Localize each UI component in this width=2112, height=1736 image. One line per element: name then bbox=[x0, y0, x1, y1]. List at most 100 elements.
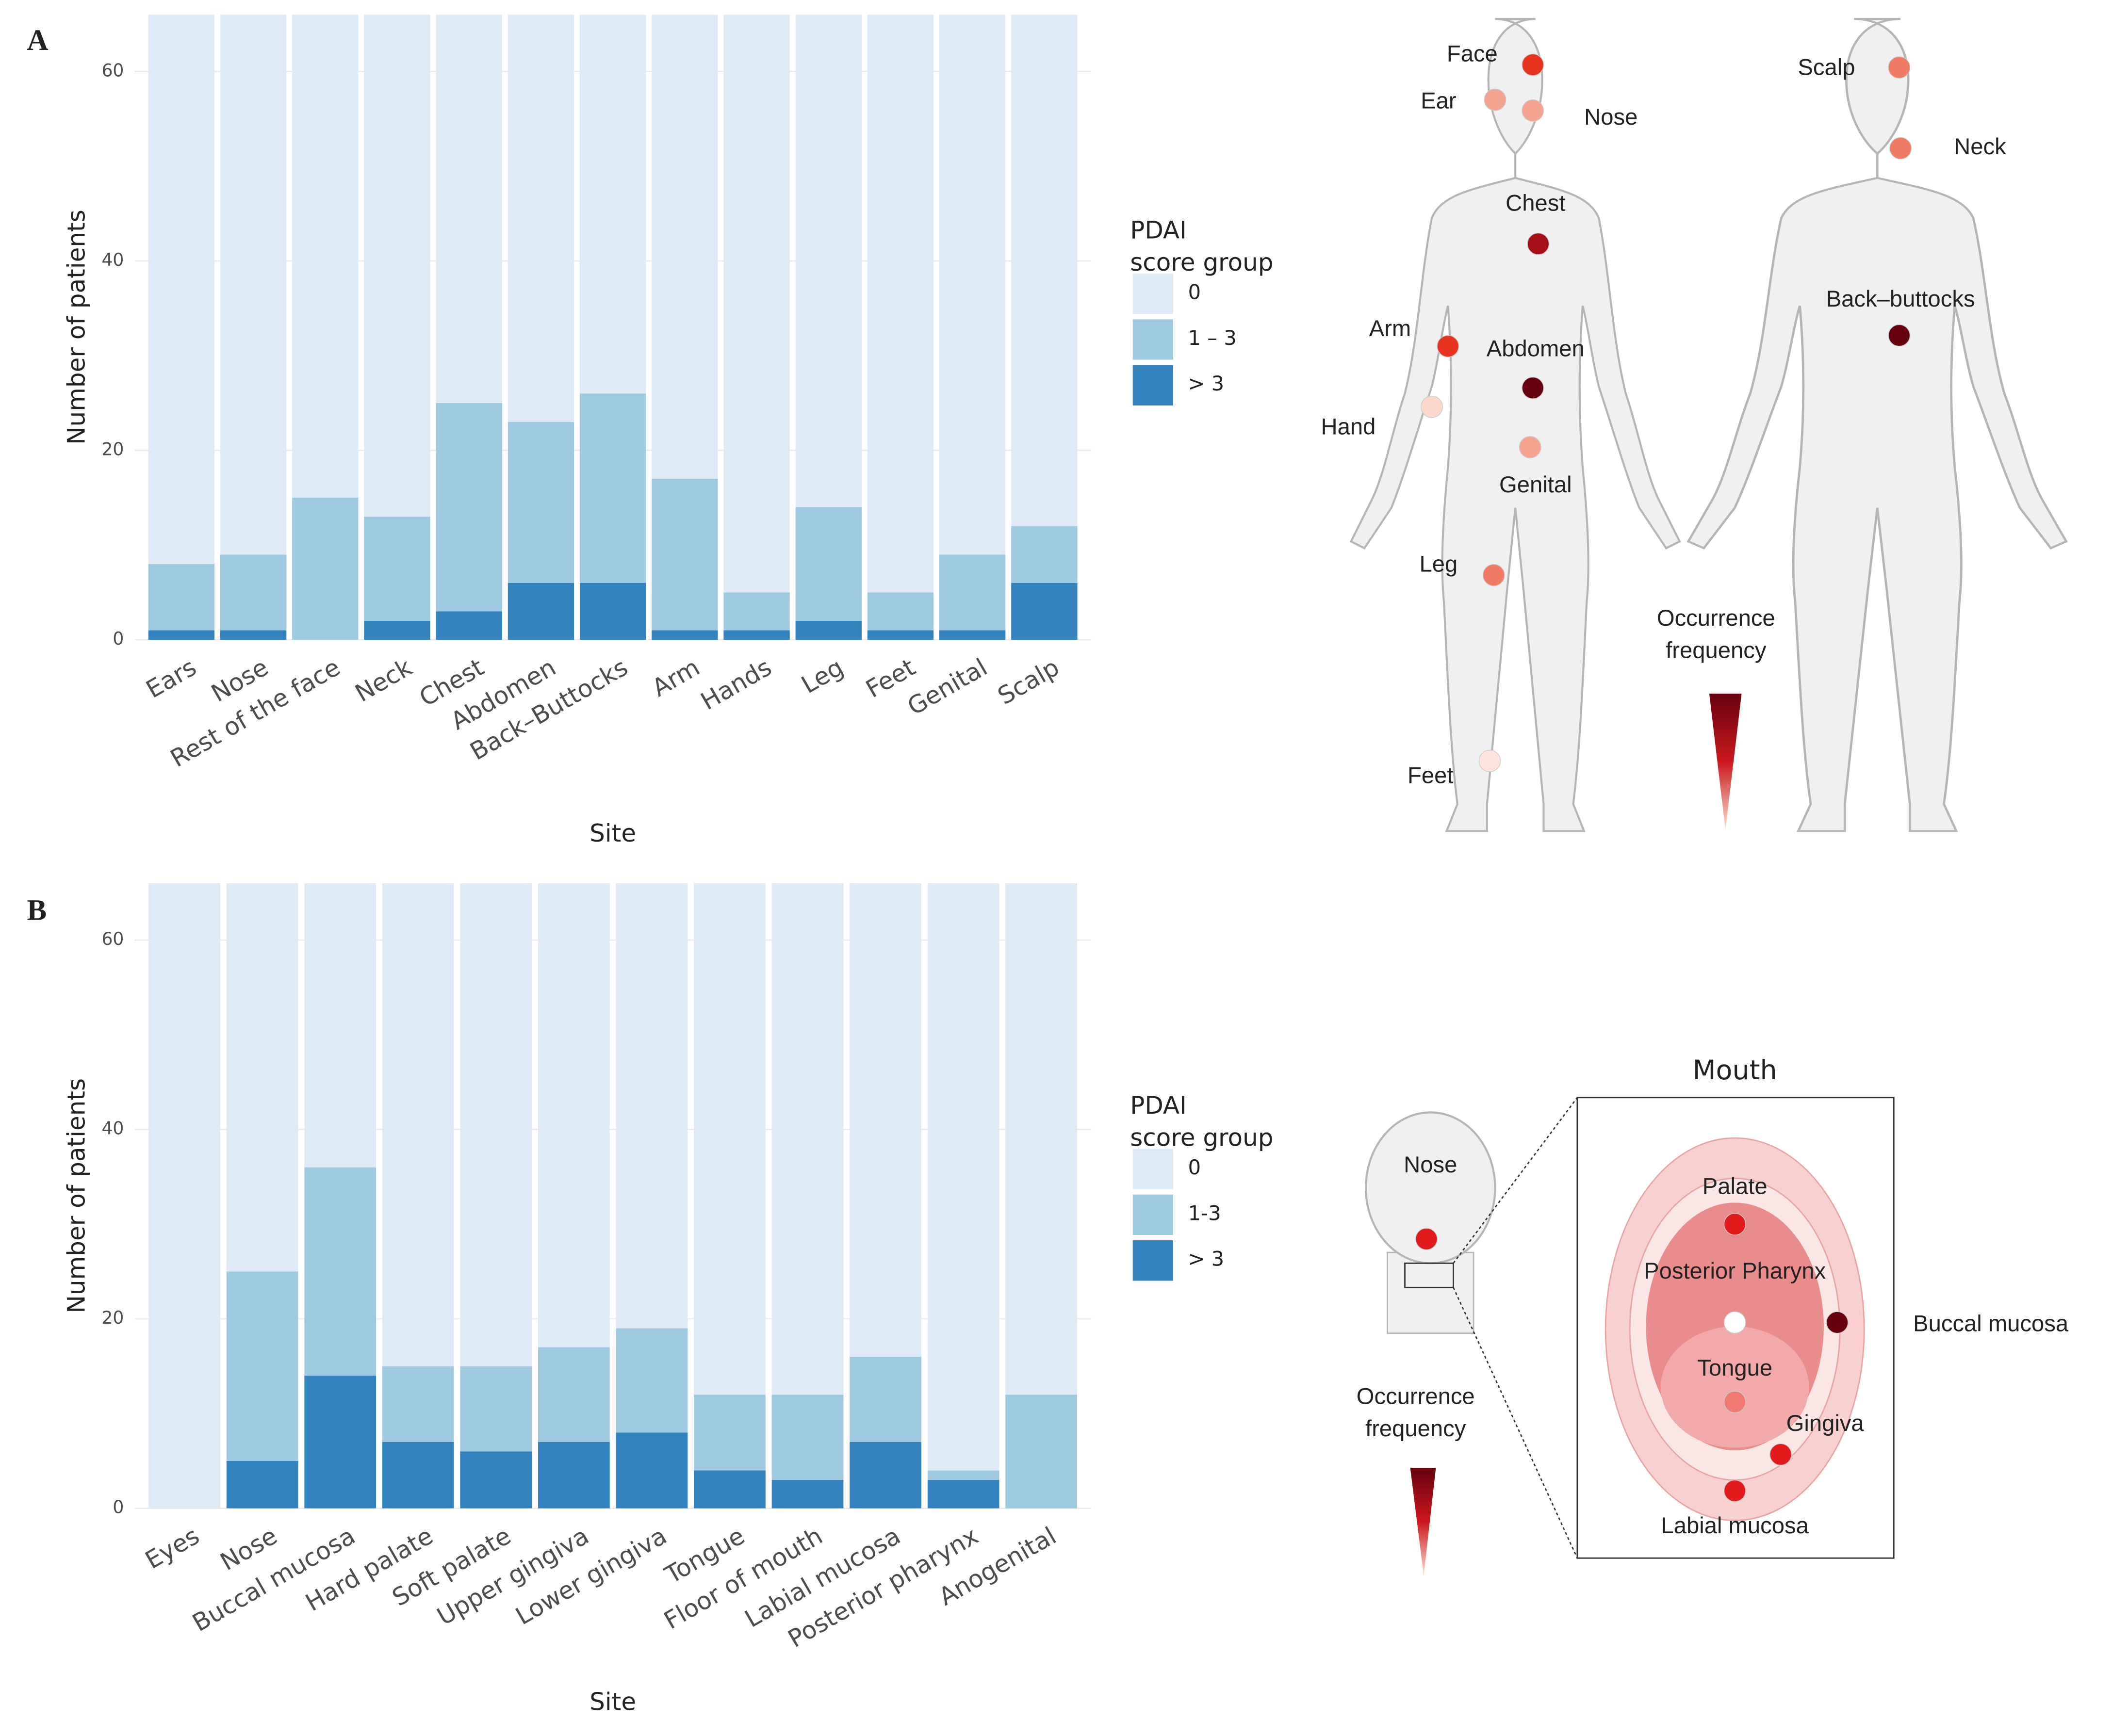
bar-segment bbox=[723, 592, 790, 631]
legend-title: Occurrence bbox=[1357, 1383, 1475, 1409]
bar-segment bbox=[364, 620, 430, 640]
site-label: Palate bbox=[1703, 1173, 1768, 1199]
site-label: Abdomen bbox=[1487, 336, 1585, 362]
panel-label: A bbox=[27, 24, 49, 57]
bar-segment bbox=[304, 883, 377, 1168]
legend-label: > 3 bbox=[1188, 1247, 1225, 1271]
legend-title: PDAI bbox=[1130, 1091, 1187, 1119]
bar-segment bbox=[538, 883, 610, 1347]
x-tick-label: Genital bbox=[903, 653, 992, 721]
y-tick-label: 40 bbox=[101, 250, 124, 270]
bar-segment bbox=[382, 1366, 454, 1442]
bar-segment bbox=[1011, 526, 1078, 583]
y-tick-label: 0 bbox=[113, 1497, 124, 1518]
legend-label: 0 bbox=[1188, 1155, 1201, 1179]
bar-segment bbox=[382, 883, 454, 1366]
legend-label: 0 bbox=[1188, 280, 1201, 304]
bar-segment bbox=[226, 1460, 298, 1509]
site-label: Face bbox=[1447, 41, 1498, 67]
site-label: Nose bbox=[1404, 1152, 1457, 1178]
site-dot bbox=[1482, 564, 1505, 586]
frequency-scale bbox=[1709, 693, 1742, 830]
bar-segment bbox=[850, 883, 921, 1357]
y-tick-label: 20 bbox=[101, 1308, 124, 1328]
site-dot bbox=[1522, 99, 1544, 122]
x-axis-title: Site bbox=[589, 1688, 636, 1716]
bar-segment bbox=[939, 15, 1006, 555]
site-dot bbox=[1723, 1479, 1746, 1502]
site-dot bbox=[1522, 53, 1544, 76]
site-label: Back–buttocks bbox=[1826, 286, 1975, 312]
site-dot bbox=[1888, 56, 1911, 79]
x-tick-label: Leg bbox=[797, 653, 848, 699]
site-dot bbox=[1478, 749, 1501, 772]
bar-segment bbox=[579, 583, 646, 640]
panel-label: B bbox=[27, 894, 47, 927]
site-label: Hand bbox=[1321, 414, 1376, 440]
site-dot bbox=[1437, 335, 1459, 357]
site-dot bbox=[1522, 376, 1544, 399]
bar-segment bbox=[939, 630, 1006, 640]
bar-segment bbox=[723, 15, 790, 593]
bar-segment bbox=[771, 1395, 844, 1480]
bar-segment bbox=[364, 15, 430, 517]
site-label: Chest bbox=[1506, 191, 1565, 216]
site-dot bbox=[1889, 137, 1912, 160]
site-dot bbox=[1415, 1228, 1438, 1250]
bar-segment bbox=[460, 1451, 532, 1509]
y-axis-title: Number of patients bbox=[63, 210, 91, 445]
bar-segment bbox=[382, 1442, 454, 1509]
bar-segment bbox=[226, 1271, 298, 1461]
x-tick-label: Arm bbox=[647, 653, 704, 702]
bar-segment bbox=[1011, 583, 1078, 640]
bar-segment bbox=[616, 883, 688, 1329]
bar-segment bbox=[694, 1470, 766, 1509]
site-label: Leg bbox=[1420, 552, 1458, 577]
bar-segment bbox=[538, 1347, 610, 1442]
body-front bbox=[1351, 19, 1679, 831]
legend-title: frequency bbox=[1365, 1416, 1466, 1442]
bar-segment bbox=[694, 1395, 766, 1471]
bar-segment bbox=[292, 498, 359, 640]
legend-key bbox=[1132, 1149, 1174, 1189]
site-label: Labial mucosa bbox=[1661, 1513, 1809, 1539]
site-label: Ear bbox=[1421, 88, 1456, 114]
legend-label: 1-3 bbox=[1188, 1201, 1221, 1225]
site-dot bbox=[1421, 395, 1443, 418]
frequency-scale bbox=[1410, 1468, 1436, 1576]
body-back bbox=[1688, 19, 2066, 831]
legend-title: score group bbox=[1130, 1123, 1273, 1152]
site-label: Tongue bbox=[1697, 1355, 1772, 1381]
x-tick-label: Hands bbox=[696, 653, 777, 715]
site-label: Scalp bbox=[1798, 54, 1855, 80]
legend-title: Occurrence bbox=[1657, 605, 1775, 631]
bar-segment bbox=[616, 1432, 688, 1509]
x-tick-label: Neck bbox=[350, 653, 417, 708]
site-dot bbox=[1723, 1213, 1746, 1235]
head bbox=[1364, 1097, 1578, 1558]
bar-segment bbox=[795, 15, 862, 507]
bar-segment bbox=[694, 883, 766, 1395]
bar-segment bbox=[616, 1328, 688, 1433]
legend-label: 1 – 3 bbox=[1188, 326, 1237, 350]
legend-label: > 3 bbox=[1188, 372, 1225, 395]
legend-key bbox=[1132, 1194, 1174, 1235]
bar-segment bbox=[460, 883, 532, 1366]
bar-segment bbox=[460, 1366, 532, 1452]
site-label: Genital bbox=[1499, 472, 1572, 498]
legend-title: PDAI bbox=[1130, 216, 1187, 244]
bar-segment bbox=[1005, 1395, 1078, 1509]
site-label: Neck bbox=[1954, 134, 2006, 160]
bar-segment bbox=[927, 1479, 999, 1509]
legend-key bbox=[1132, 365, 1174, 406]
x-axis-title: Site bbox=[589, 819, 636, 847]
bar-segment bbox=[436, 611, 502, 640]
site-label: Feet bbox=[1408, 763, 1453, 789]
y-tick-label: 60 bbox=[101, 60, 124, 81]
bar-segment bbox=[1005, 883, 1078, 1395]
bar-segment bbox=[220, 15, 287, 555]
bar-segment bbox=[220, 630, 287, 640]
bar-segment bbox=[1011, 15, 1078, 526]
bar-segment bbox=[508, 583, 574, 640]
